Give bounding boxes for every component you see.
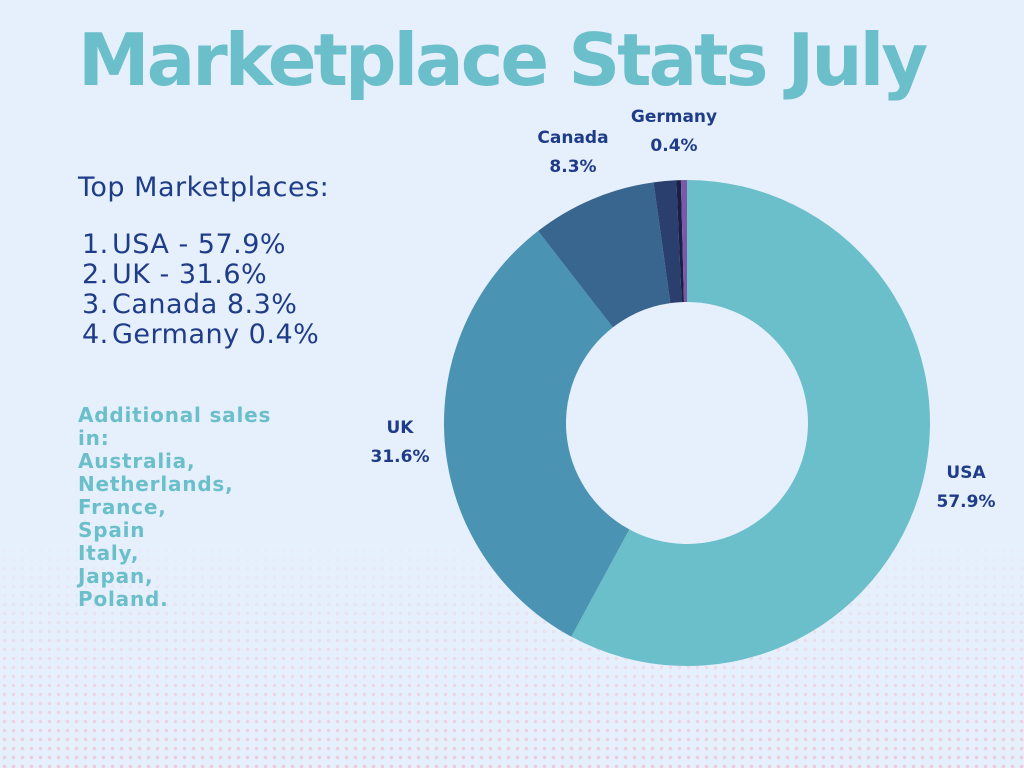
list-item-number: 4. — [82, 319, 109, 350]
donut-slice-germany — [680, 180, 687, 303]
top-marketplaces-list: 1. USA - 57.9% 2. UK - 31.6% 3. Canada 8.3%… — [82, 230, 319, 350]
list-item: 1. USA - 57.9% — [82, 230, 319, 260]
donut-labels: USA 57.9% UK 31.6% Canada 8.3% Germany 0.4% — [371, 107, 996, 512]
slice-label-name: UK — [387, 418, 415, 438]
additional-sales-line: Japan, — [78, 564, 154, 588]
list-item: 3. Canada 8.3% — [82, 290, 319, 320]
additional-sales-line: in: — [78, 426, 110, 450]
donut-slices — [444, 180, 930, 667]
slice-label-name: USA — [946, 463, 986, 483]
slice-label-value: 0.4% — [650, 136, 697, 156]
list-item-text: Germany 0.4% — [112, 319, 320, 350]
additional-sales-line: Poland. — [78, 587, 169, 611]
list-item-text: USA - 57.9% — [112, 229, 287, 260]
list-item-number: 3. — [82, 289, 109, 320]
list-item: 4. Germany 0.4% — [82, 320, 319, 350]
donut-slice — [676, 180, 684, 303]
additional-sales-line: Australia, — [78, 449, 196, 473]
page-title: Marketplace Stats July — [78, 18, 928, 102]
list-item-text: UK - 31.6% — [112, 259, 268, 290]
donut-slice-uk — [444, 230, 630, 637]
additional-sales-line: Spain — [78, 518, 146, 542]
list-item-number: 2. — [82, 259, 109, 290]
slice-label-name: Canada — [537, 128, 608, 148]
donut-slice-canada — [538, 182, 671, 328]
additional-sales-line: France, — [78, 495, 167, 519]
additional-sales-line: Italy, — [78, 541, 140, 565]
additional-sales-text: Additional sales in: Australia, Netherla… — [78, 404, 318, 611]
slice-label-value: 57.9% — [937, 492, 996, 512]
slice-label-value: 8.3% — [549, 157, 596, 177]
slice-label-name: Germany — [631, 107, 717, 127]
donut-slice — [653, 180, 682, 304]
additional-sales-line: Netherlands, — [78, 472, 234, 496]
additional-sales-line: Additional sales — [78, 403, 272, 427]
slice-label-value: 31.6% — [371, 447, 430, 467]
list-item: 2. UK - 31.6% — [82, 260, 319, 290]
list-item-text: Canada 8.3% — [112, 289, 298, 320]
donut-slice-usa — [571, 180, 930, 667]
top-marketplaces-heading: Top Marketplaces: — [78, 172, 330, 203]
list-item-number: 1. — [82, 229, 109, 260]
